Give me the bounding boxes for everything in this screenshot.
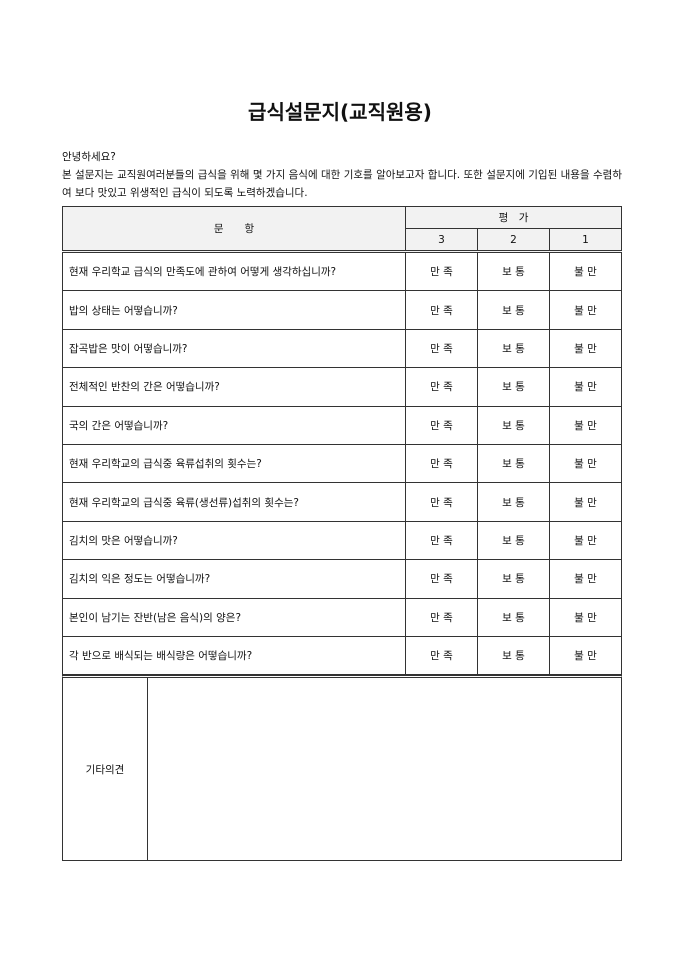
option-satisfied[interactable]: 만 족 xyxy=(405,597,478,637)
option-dissatisfied[interactable]: 불 만 xyxy=(549,635,622,676)
option-average[interactable]: 보 통 xyxy=(477,520,550,561)
option-dissatisfied[interactable]: 불 만 xyxy=(549,597,622,637)
option-satisfied[interactable]: 만 족 xyxy=(405,328,478,369)
option-satisfied[interactable]: 만 족 xyxy=(405,249,478,292)
survey-table: 문 항 평 가 3 2 1 현재 우리학교 급식의 만족도에 관하여 어떻게 생… xyxy=(62,206,622,676)
question-text: 현재 우리학교의 급식중 육류섭취의 횟수는? xyxy=(62,443,406,484)
option-average[interactable]: 보 통 xyxy=(477,405,550,445)
question-text: 김치의 맛은 어떻습니까? xyxy=(62,520,406,561)
option-dissatisfied[interactable]: 불 만 xyxy=(549,482,622,522)
score-3: 3 xyxy=(405,228,478,252)
other-opinion-section: 기타의견 xyxy=(62,675,622,861)
question-text: 전체적인 반찬의 간은 어떻습니까? xyxy=(62,367,406,407)
score-1: 1 xyxy=(549,228,622,252)
option-average[interactable]: 보 통 xyxy=(477,249,550,292)
option-satisfied[interactable]: 만 족 xyxy=(405,559,478,599)
option-dissatisfied[interactable]: 불 만 xyxy=(549,249,622,292)
other-opinion-label: 기타의견 xyxy=(63,678,148,860)
question-text: 밥의 상태는 어떻습니까? xyxy=(62,290,406,330)
page-title: 급식설문지(교직원용) xyxy=(248,100,432,124)
other-opinion-field[interactable] xyxy=(148,678,621,860)
option-satisfied[interactable]: 만 족 xyxy=(405,367,478,407)
option-average[interactable]: 보 통 xyxy=(477,597,550,637)
question-text: 본인이 남기는 잔반(남은 음식)의 양은? xyxy=(62,597,406,637)
greeting: 안녕하세요? xyxy=(62,151,116,163)
option-average[interactable]: 보 통 xyxy=(477,635,550,676)
question-text: 국의 간은 어떻습니까? xyxy=(62,405,406,445)
option-dissatisfied[interactable]: 불 만 xyxy=(549,405,622,445)
question-text: 현재 우리학교의 급식중 육류(생선류)섭취의 횟수는? xyxy=(62,482,406,522)
score-2: 2 xyxy=(477,228,550,252)
option-satisfied[interactable]: 만 족 xyxy=(405,635,478,676)
option-satisfied[interactable]: 만 족 xyxy=(405,443,478,484)
question-text: 각 반으로 배식되는 배식량은 어떻습니까? xyxy=(62,635,406,676)
option-dissatisfied[interactable]: 불 만 xyxy=(549,367,622,407)
option-average[interactable]: 보 통 xyxy=(477,443,550,484)
option-dissatisfied[interactable]: 불 만 xyxy=(549,520,622,561)
question-header: 문 항 xyxy=(62,206,406,252)
option-dissatisfied[interactable]: 불 만 xyxy=(549,290,622,330)
question-text: 김치의 익은 정도는 어떻습니까? xyxy=(62,559,406,599)
option-satisfied[interactable]: 만 족 xyxy=(405,405,478,445)
option-dissatisfied[interactable]: 불 만 xyxy=(549,443,622,484)
question-text: 잡곡밥은 맛이 어떻습니까? xyxy=(62,328,406,369)
option-satisfied[interactable]: 만 족 xyxy=(405,520,478,561)
question-text: 현재 우리학교 급식의 만족도에 관하여 어떻게 생각하십니까? xyxy=(62,249,406,292)
option-satisfied[interactable]: 만 족 xyxy=(405,290,478,330)
option-dissatisfied[interactable]: 불 만 xyxy=(549,559,622,599)
option-dissatisfied[interactable]: 불 만 xyxy=(549,328,622,369)
intro: 안녕하세요? 본 설문지는 교직원여러분들의 급식을 위해 몇 가지 음식에 대… xyxy=(62,148,622,202)
option-average[interactable]: 보 통 xyxy=(477,290,550,330)
option-average[interactable]: 보 통 xyxy=(477,559,550,599)
option-satisfied[interactable]: 만 족 xyxy=(405,482,478,522)
intro-body: 본 설문지는 교직원여러분들의 급식을 위해 몇 가지 음식에 대한 기호를 알… xyxy=(62,169,622,199)
rating-header: 평 가 xyxy=(405,206,622,229)
option-average[interactable]: 보 통 xyxy=(477,482,550,522)
option-average[interactable]: 보 통 xyxy=(477,328,550,369)
option-average[interactable]: 보 통 xyxy=(477,367,550,407)
